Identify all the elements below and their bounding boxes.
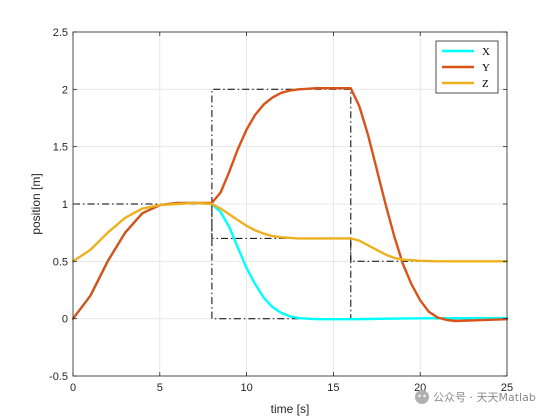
watermark-text: 公众号 · 天天Matlab bbox=[433, 391, 536, 404]
x-tick-label: 0 bbox=[70, 382, 76, 394]
series-line-z bbox=[71, 201, 509, 263]
watermark: 公众号 · 天天Matlab bbox=[415, 390, 536, 404]
series-lines bbox=[71, 86, 509, 323]
legend-label-z: Z bbox=[482, 78, 489, 90]
y-tick-label: 1.5 bbox=[53, 142, 68, 154]
y-tick-label: -0.5 bbox=[49, 371, 68, 383]
x-axis-label: time [s] bbox=[271, 402, 310, 416]
reference-path-2 bbox=[211, 88, 507, 320]
y-tick-label: 0 bbox=[62, 314, 68, 326]
legend-label-y: Y bbox=[482, 62, 490, 74]
wechat-icon-eye-right bbox=[423, 394, 426, 398]
legend-label-x: X bbox=[482, 46, 490, 58]
x-tick-label: 5 bbox=[157, 382, 163, 394]
y-axis-label: position [m] bbox=[29, 173, 43, 234]
x-tick-label: 15 bbox=[327, 382, 339, 394]
wechat-icon bbox=[415, 390, 429, 404]
axis-ticks: 0 5 10 15 20 25-0.500.511.522.5 bbox=[49, 27, 513, 394]
wechat-icon-eye-left bbox=[418, 394, 421, 398]
legend: XYZ bbox=[435, 40, 499, 94]
y-tick-label: 1 bbox=[62, 199, 68, 211]
x-tick-label: 25 bbox=[501, 382, 513, 394]
y-tick-label: 2 bbox=[62, 84, 68, 96]
y-tick-label: 0.5 bbox=[53, 256, 68, 268]
x-tick-label: 10 bbox=[240, 382, 252, 394]
y-tick-label: 2.5 bbox=[53, 27, 68, 39]
